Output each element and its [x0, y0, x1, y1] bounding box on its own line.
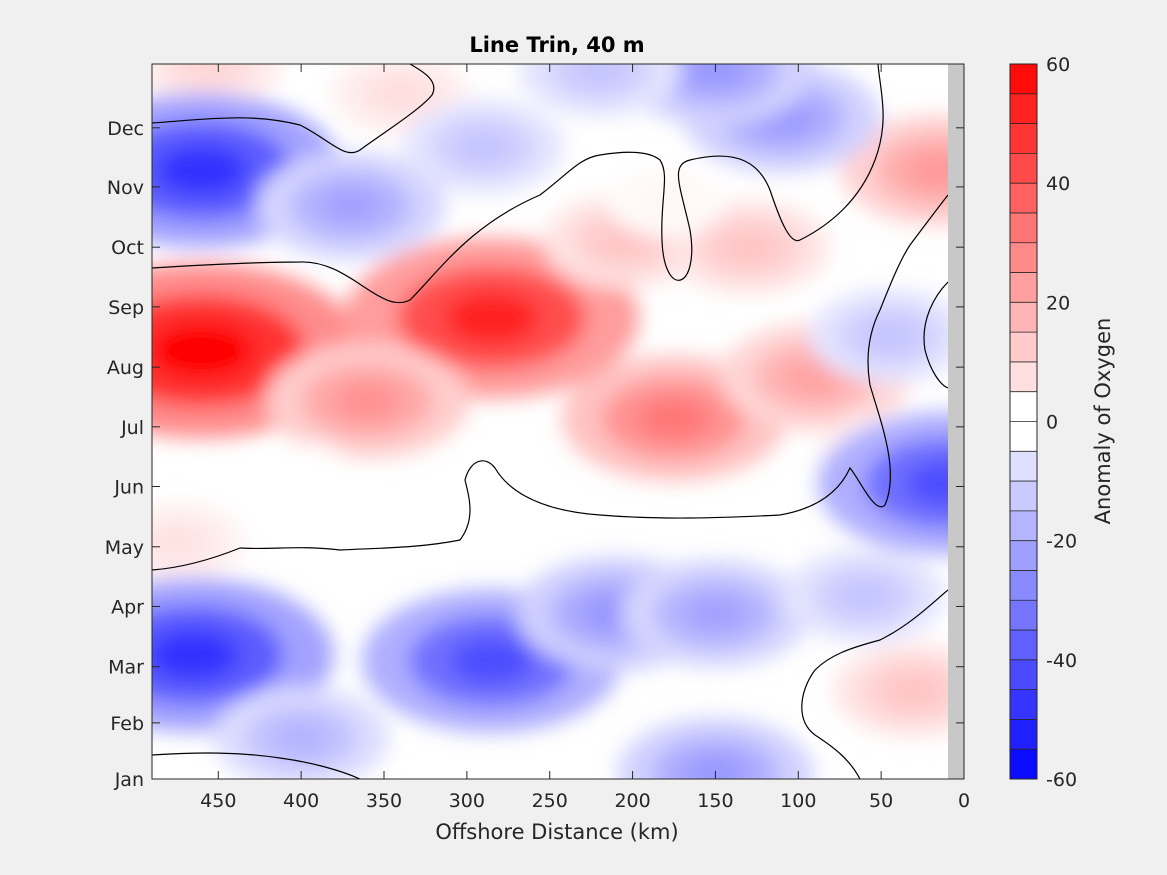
anomaly-blob-core [152, 630, 239, 680]
colorbar: -60 -40 -20 0 20 40 60 [1009, 54, 1077, 791]
anomaly-blob-core [683, 64, 747, 88]
anomaly-blob-core [838, 580, 891, 611]
colorbar-title: Anomaly of Oxygen [1091, 318, 1115, 525]
x-tick-label: 200 [614, 790, 650, 812]
no-data-strip [948, 64, 964, 779]
colorbar-band [1010, 391, 1037, 422]
colorbar-tick-label: 20 [1046, 292, 1070, 314]
anomaly-blob-core [784, 359, 846, 395]
colorbar-band [1010, 332, 1037, 362]
colorbar-band [1010, 123, 1037, 154]
y-tick-label: Jul [120, 417, 144, 439]
colorbar-band [1010, 64, 1037, 94]
colorbar-band [1010, 749, 1037, 779]
anomaly-blob-core [457, 131, 510, 162]
y-tick-label: Mar [108, 657, 144, 679]
anomaly-blob-core [638, 398, 710, 439]
anomaly-blob-core [378, 80, 424, 107]
colorbar-band [1010, 481, 1037, 511]
anomaly-blob-core [154, 529, 199, 556]
anomaly-blob-core [685, 596, 746, 631]
anomaly-field [152, 64, 948, 779]
colorbar-band [1010, 659, 1037, 690]
colorbar-tick-label: 60 [1046, 54, 1070, 76]
zero-contour-lines [152, 64, 948, 779]
anomaly-blob-core [598, 226, 651, 257]
x-tick-label: 450 [200, 790, 236, 812]
x-axis: 450 400 350 300 250 200 150 100 50 0 [200, 64, 970, 812]
zero-contour-line [923, 281, 948, 389]
zero-contour-line [152, 64, 435, 154]
chart-title: Line Trin, 40 m [469, 33, 644, 57]
colorbar-band [1010, 421, 1037, 452]
x-tick-label: 50 [869, 790, 893, 812]
colorbar-band [1010, 600, 1037, 631]
plot-area [151, 63, 965, 780]
colorbar-tick-label: -60 [1046, 769, 1077, 791]
colorbar-band [1010, 93, 1037, 124]
colorbar-band [1010, 570, 1037, 601]
zero-contour-line [801, 589, 948, 779]
anomaly-blob-core [334, 382, 400, 420]
anomaly-blob-core [573, 64, 626, 86]
zero-contour-line [152, 64, 884, 304]
anomaly-blob-core [444, 292, 539, 344]
x-tick-label: 400 [283, 790, 319, 812]
anomaly-blob-core [152, 322, 254, 379]
zero-contour-line [152, 194, 948, 571]
colorbar-band [1010, 689, 1037, 720]
y-tick-label: Sep [108, 297, 144, 319]
anomaly-blob-core [450, 637, 534, 684]
colorbar-band [1010, 540, 1037, 571]
colorbar-band [1010, 719, 1037, 750]
anomaly-blob-core [283, 466, 320, 489]
colorbar-tick-label: -20 [1046, 531, 1077, 553]
x-tick-label: 250 [532, 790, 568, 812]
x-tick-label: 300 [449, 790, 485, 812]
anomaly-blob-core [646, 188, 685, 212]
y-axis: Jan Feb Mar Apr May Jun Jul Aug Sep Oct Nov Dec [105, 118, 964, 791]
colorbar-band [1010, 242, 1037, 273]
y-tick-label: Oct [111, 237, 144, 259]
plot-frame [151, 63, 965, 780]
x-tick-label: 150 [697, 790, 733, 812]
colorbar-tick-label: -40 [1046, 650, 1077, 672]
y-tick-label: Apr [111, 596, 144, 618]
colorbar-tick-label: 40 [1046, 173, 1070, 195]
anomaly-blob-core [683, 755, 747, 779]
y-tick-label: Nov [107, 177, 144, 199]
colorbar-band [1010, 510, 1037, 541]
colorbar-band [1010, 153, 1037, 184]
colorbar-band [1010, 272, 1037, 303]
anomaly-blob-core [907, 152, 948, 189]
colorbar-band [1010, 183, 1037, 213]
x-tick-label: 0 [958, 790, 970, 812]
y-tick-label: Aug [107, 357, 144, 379]
anomaly-blob-core [722, 232, 775, 263]
colorbar-band [1010, 212, 1037, 243]
colorbar-band [1010, 630, 1037, 660]
colorbar-tick-label: 0 [1046, 412, 1058, 434]
colorbar-band [1010, 302, 1037, 333]
y-tick-label: Feb [110, 713, 144, 735]
y-tick-label: Dec [107, 118, 144, 140]
x-tick-label: 350 [366, 790, 402, 812]
anomaly-blob-core [186, 64, 234, 78]
x-tick-label: 100 [780, 790, 816, 812]
y-tick-label: May [105, 537, 144, 559]
anomaly-blob-core [320, 188, 382, 224]
x-axis-title: Offshore Distance (km) [435, 820, 678, 844]
anomaly-blob-core [156, 145, 247, 196]
y-tick-label: Jan [114, 769, 144, 791]
anomaly-blob-core [905, 460, 948, 507]
anomaly-blob-core [888, 675, 941, 706]
zero-contour-line [152, 752, 361, 779]
anomaly-blob-core [863, 320, 916, 351]
colorbar-band [1010, 451, 1037, 482]
anomaly-blob-core [273, 721, 330, 754]
colorbar-band [1010, 361, 1037, 392]
y-tick-label: Jun [113, 477, 144, 499]
